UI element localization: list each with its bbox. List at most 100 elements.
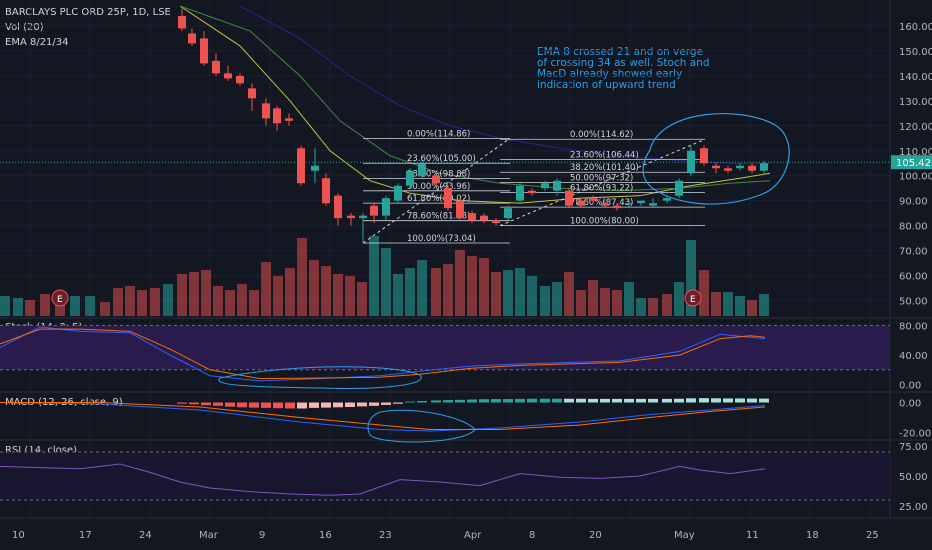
candle [736,165,744,169]
annotation-line: MacD already showed early [537,68,683,80]
macd-histogram-bar [249,402,259,408]
volume-bar [369,236,379,316]
volume-bar [213,286,223,316]
macd-histogram-bar [417,401,427,403]
time-tick-label: 25 [866,530,879,541]
fib-level-label: 0.00%(114.62) [570,130,633,140]
stoch-tick-label: 80.00 [899,321,928,332]
macd-histogram-bar [261,402,271,408]
volume-bar [600,288,610,316]
candle [347,215,355,219]
volume-bar [70,296,80,316]
stoch-tick-label: 40.00 [899,351,928,362]
volume-bar [662,294,672,316]
macd-histogram-bar [225,402,235,407]
earnings-marker [684,289,702,307]
volume-bar [405,268,415,316]
macd-histogram-bar [564,398,574,403]
price-tick-label: 100.00 [899,172,932,183]
candle [637,200,645,204]
volume-bar [723,292,733,316]
candle [577,200,585,206]
macd-histogram-bar [297,402,307,409]
price-tick-label: 120.00 [899,122,932,133]
candle [541,183,549,189]
candle [625,203,633,205]
candle [359,215,367,219]
earnings-marker-label: E [57,295,63,305]
volume-bar [564,272,574,316]
volume-bar [393,274,403,316]
fib-level-label: 50.00%(97.32) [570,173,633,183]
annotation-line: indication of upward trend [537,79,676,91]
time-tick-label: 16 [319,530,332,541]
volume-bar [417,260,427,316]
annotation-line: of crossing 34 as well. Stoch and [537,57,710,69]
volume-bar [674,282,684,316]
macd-histogram-bar [674,398,684,403]
candle [589,198,597,201]
volume-bar [345,276,355,316]
macd-histogram-bar [201,402,211,406]
volume-bar [189,272,199,316]
macd-histogram-bar [503,399,513,403]
candle [724,168,732,171]
price-tick-label: 50.00 [899,297,928,308]
macd-tick-label: 0.00 [899,399,921,410]
candle [553,180,561,191]
volume-bar [297,238,307,316]
macd-histogram-bar [600,398,610,403]
macd-histogram-bar [648,398,658,403]
rsi-tick-label: 25.00 [899,502,928,513]
candle [492,220,500,224]
rsi-tick-label: 75.00 [899,442,928,453]
macd-histogram-bar [285,402,295,409]
volume-bar [13,298,23,316]
candle [178,15,186,29]
volume-bar [381,248,391,316]
volume-label: Vol (20) [5,22,44,33]
candle [200,38,208,64]
volume-bar [177,274,187,316]
candle [700,148,708,164]
macd-histogram-bar [345,402,355,407]
candle [322,178,330,204]
stoch-tick-label: 0.00 [899,381,921,392]
macd-histogram-bar [552,398,562,403]
volume-bar [479,258,489,316]
fib-level-label: 23.60%(106.44) [570,151,639,161]
time-tick-label: 20 [589,530,602,541]
stoch-d-line [0,328,766,380]
time-tick-label: 17 [79,530,92,541]
rsi-band [0,452,890,500]
macd-histogram-bar [467,399,477,403]
macd-histogram-bar [612,398,622,403]
macd-histogram-bar [273,402,283,409]
chart-title: BARCLAYS PLC ORD 25P, 1D, LSE [5,7,171,18]
candle [311,165,319,171]
macd-histogram-bar [636,398,646,403]
fib-level-label: 23.60%(105.00) [407,154,476,164]
volume-bar [686,240,696,316]
candle [516,185,524,201]
volume-bar [261,262,271,316]
macd-histogram-bar [723,398,733,403]
volume-bar [85,296,95,316]
candle [613,205,621,209]
candle [601,203,609,206]
volume-bar [333,274,343,316]
fib-trend-line [362,137,511,244]
volume-bar [711,292,721,316]
candle [394,185,402,201]
fib-level-label: 100.00%(80.00) [570,217,639,227]
volume-bar [588,280,598,316]
rsi-tick-label: 50.00 [899,472,928,483]
macd-histogram-bar [213,402,223,406]
price-tick-label: 140.00 [899,72,932,83]
candle [675,180,683,196]
fib-level-label: 38.20%(98.88) [407,170,470,180]
volume-bar [552,282,562,316]
candle [528,190,536,194]
volume-bar [357,282,367,316]
